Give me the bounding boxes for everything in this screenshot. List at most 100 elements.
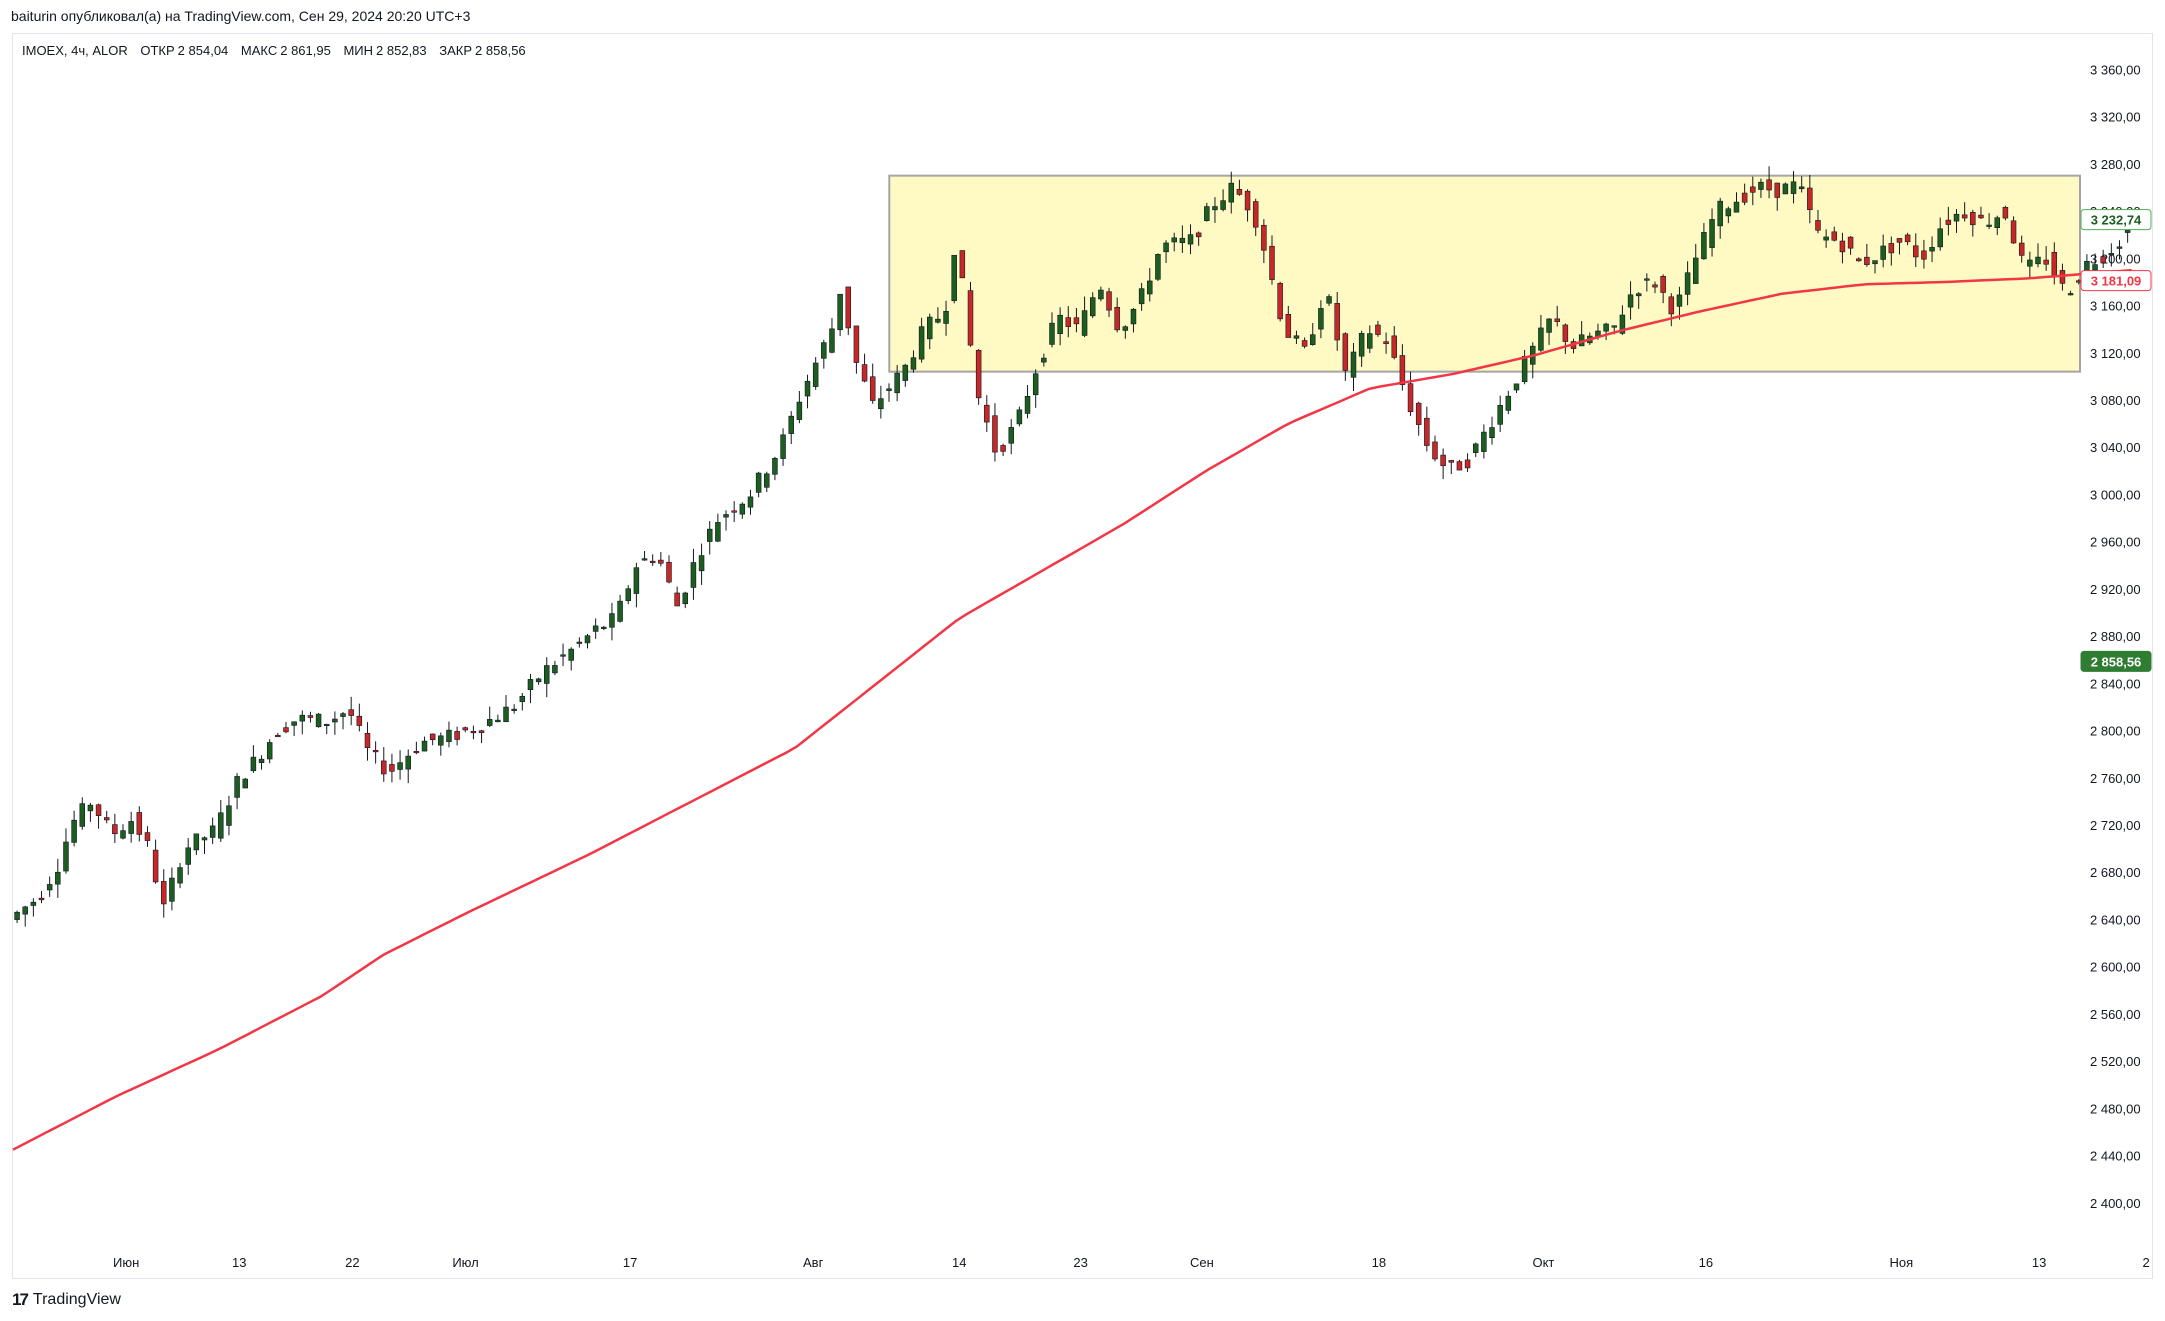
candle-body bbox=[2116, 246, 2123, 249]
candle-body bbox=[1619, 314, 1626, 334]
candle-body bbox=[1472, 443, 1479, 453]
candle-body bbox=[1358, 333, 1365, 357]
candle-body bbox=[1318, 308, 1324, 330]
candle-body bbox=[1138, 288, 1145, 305]
candle-body bbox=[1823, 236, 1829, 241]
candle-body bbox=[1000, 445, 1006, 452]
candle-body bbox=[421, 740, 428, 752]
y-tick-label: 2 920,00 bbox=[2090, 582, 2141, 597]
candle-body bbox=[568, 648, 574, 661]
candle-body bbox=[1285, 314, 1292, 338]
candle-body bbox=[1008, 427, 1014, 444]
candle-body bbox=[372, 750, 379, 753]
candle-body bbox=[103, 817, 110, 821]
y-tick-label: 2 720,00 bbox=[2090, 818, 2141, 833]
candle-body bbox=[739, 503, 746, 515]
candle-body bbox=[1546, 318, 1552, 333]
candle-body bbox=[1244, 190, 1251, 211]
candle-body bbox=[1831, 231, 1838, 241]
candle-body bbox=[592, 625, 599, 632]
low-value: 2 852,83 bbox=[376, 43, 427, 58]
y-tick-label: 3 120,00 bbox=[2090, 346, 2141, 361]
candle-body bbox=[2035, 256, 2041, 265]
y-tick-label: 2 840,00 bbox=[2090, 676, 2141, 691]
candle-body bbox=[1970, 211, 1976, 226]
candle-body bbox=[22, 906, 28, 915]
chart-pane[interactable] bbox=[12, 33, 2153, 1279]
svg-text:3 181,09: 3 181,09 bbox=[2091, 274, 2142, 289]
candle-body bbox=[1741, 192, 1748, 203]
candle-body bbox=[1562, 324, 1569, 342]
high-value: 2 861,95 bbox=[280, 43, 331, 58]
candle-body bbox=[1978, 214, 1984, 219]
candle-body bbox=[535, 678, 542, 683]
candle-body bbox=[46, 884, 53, 891]
candle-body bbox=[1782, 183, 1789, 195]
candle-body bbox=[405, 755, 411, 770]
candle-body bbox=[1750, 186, 1756, 193]
y-tick-label: 2 800,00 bbox=[2090, 724, 2141, 739]
y-tick-label: 3 200,00 bbox=[2090, 251, 2141, 266]
candle-body bbox=[878, 398, 884, 410]
candle-body bbox=[1872, 260, 1878, 265]
candle-body bbox=[796, 401, 803, 420]
candle-body bbox=[1236, 189, 1243, 195]
y-tick-label: 3 080,00 bbox=[2090, 393, 2141, 408]
candle-body bbox=[2075, 280, 2082, 283]
candle-body bbox=[323, 723, 330, 727]
candle-body bbox=[511, 708, 517, 711]
candle-body bbox=[1261, 224, 1267, 251]
footer-brand: 17 TradingView bbox=[12, 1290, 121, 1310]
candle-body bbox=[2043, 259, 2049, 265]
candle-body bbox=[1505, 395, 1512, 411]
candle-body bbox=[340, 713, 346, 717]
y-tick-label: 2 440,00 bbox=[2090, 1149, 2141, 1164]
candle-body bbox=[755, 472, 762, 493]
candle-body bbox=[1407, 383, 1414, 413]
candle-body bbox=[462, 727, 469, 731]
candle-body bbox=[348, 709, 354, 716]
candle-body bbox=[1049, 322, 1055, 345]
candle-body bbox=[307, 715, 314, 718]
range-box bbox=[888, 174, 2081, 373]
candle-body bbox=[495, 719, 501, 723]
close-value: 2 858,56 bbox=[475, 43, 526, 58]
candle-body bbox=[1342, 333, 1349, 371]
y-tick-label: 2 520,00 bbox=[2090, 1054, 2141, 1069]
candle-body bbox=[861, 364, 868, 382]
candle-body bbox=[1032, 373, 1039, 396]
candle-body bbox=[576, 641, 583, 644]
candle-body bbox=[1228, 182, 1235, 203]
candle-body bbox=[812, 362, 819, 387]
candle-body bbox=[120, 830, 126, 839]
y-tick-label: 2 960,00 bbox=[2090, 535, 2141, 550]
candle-body bbox=[927, 316, 933, 340]
candle-body bbox=[869, 376, 876, 401]
candle-body bbox=[1693, 257, 1699, 284]
symbol-label[interactable]: IMOEX, 4ч, ALOR bbox=[22, 43, 128, 58]
x-tick-label: 16 bbox=[1699, 1255, 1713, 1270]
candle-body bbox=[226, 805, 232, 826]
y-tick-label: 2 760,00 bbox=[2090, 771, 2141, 786]
candle-body bbox=[527, 679, 534, 691]
svg-text:3 232,74: 3 232,74 bbox=[2091, 213, 2142, 228]
x-tick-label: 17 bbox=[623, 1255, 637, 1270]
y-tick-label: 2 600,00 bbox=[2090, 960, 2141, 975]
candle-body bbox=[1383, 341, 1389, 345]
candle-body bbox=[446, 729, 452, 742]
candle-body bbox=[2018, 242, 2025, 256]
candle-body bbox=[454, 731, 460, 740]
candle-body bbox=[910, 357, 917, 370]
candle-body bbox=[1171, 237, 1177, 243]
candle-body bbox=[747, 496, 754, 508]
candle-body bbox=[967, 290, 974, 346]
candle-body bbox=[1106, 291, 1112, 311]
candle-body bbox=[674, 592, 680, 607]
candle-body bbox=[1464, 459, 1471, 469]
candle-body bbox=[959, 250, 966, 279]
candle-body bbox=[2124, 230, 2131, 233]
y-tick-label: 2 680,00 bbox=[2090, 865, 2141, 880]
candle-body bbox=[193, 833, 200, 851]
candle-body bbox=[1807, 187, 1813, 211]
